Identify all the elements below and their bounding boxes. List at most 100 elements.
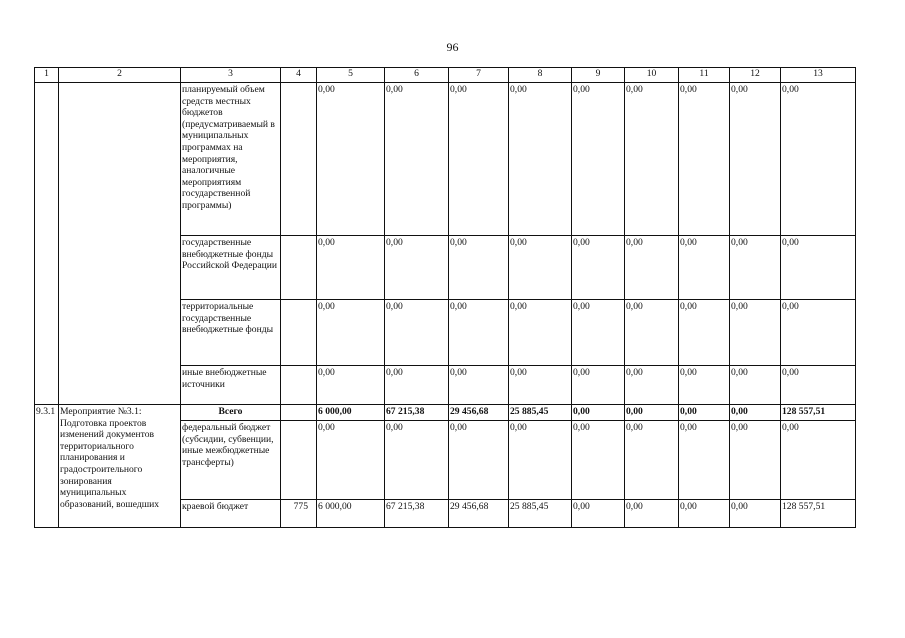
value-cell: 29 456,68 bbox=[448, 404, 509, 421]
value-cell: 0,00 bbox=[678, 235, 730, 300]
value-cell: 0,00 bbox=[678, 365, 730, 405]
value-cell: 0,00 bbox=[729, 499, 781, 528]
value-cell: 0,00 bbox=[508, 82, 572, 236]
column-header: 7 bbox=[448, 67, 509, 83]
value-cell: 0,00 bbox=[571, 499, 625, 528]
budget-code bbox=[280, 299, 317, 366]
value-cell: 0,00 bbox=[448, 365, 509, 405]
value-cell: 0,00 bbox=[780, 82, 856, 236]
value-cell: 0,00 bbox=[571, 235, 625, 300]
column-header: 11 bbox=[678, 67, 730, 83]
budget-code bbox=[280, 420, 317, 500]
value-cell: 0,00 bbox=[624, 365, 679, 405]
value-cell: 67 215,38 bbox=[384, 499, 449, 528]
value-cell: 0,00 bbox=[448, 82, 509, 236]
value-cell: 6 000,00 bbox=[316, 404, 385, 421]
value-cell: 0,00 bbox=[729, 235, 781, 300]
measure-name-cell: Мероприятие №3.1: Подготовка проектов из… bbox=[58, 404, 181, 528]
value-cell: 0,00 bbox=[729, 365, 781, 405]
value-cell: 0,00 bbox=[384, 365, 449, 405]
value-cell: 0,00 bbox=[678, 499, 730, 528]
value-cell: 0,00 bbox=[448, 420, 509, 500]
value-cell: 0,00 bbox=[508, 235, 572, 300]
value-cell: 0,00 bbox=[448, 235, 509, 300]
value-cell: 0,00 bbox=[316, 82, 385, 236]
funding-source: Всего bbox=[180, 404, 281, 421]
value-cell: 0,00 bbox=[316, 235, 385, 300]
value-cell: 0,00 bbox=[316, 365, 385, 405]
budget-code bbox=[280, 365, 317, 405]
column-header: 10 bbox=[624, 67, 679, 83]
value-cell: 0,00 bbox=[729, 299, 781, 366]
value-cell: 0,00 bbox=[678, 420, 730, 500]
budget-code bbox=[280, 82, 317, 236]
value-cell: 0,00 bbox=[624, 82, 679, 236]
value-cell: 128 557,51 bbox=[780, 404, 856, 421]
column-header: 8 bbox=[508, 67, 572, 83]
funding-source: планируемый объем средств местных бюджет… bbox=[180, 82, 281, 236]
table-row: краевой бюджет 775 6 000,00 67 215,38 29 456… bbox=[35, 499, 856, 528]
value-cell: 0,00 bbox=[678, 404, 730, 421]
value-cell: 0,00 bbox=[508, 365, 572, 405]
value-cell: 0,00 bbox=[729, 404, 781, 421]
value-cell: 0,00 bbox=[678, 299, 730, 366]
value-cell: 0,00 bbox=[729, 82, 781, 236]
value-cell: 0,00 bbox=[508, 420, 572, 500]
value-cell: 0,00 bbox=[624, 404, 679, 421]
header-row: 1 2 3 4 5 6 7 8 9 10 11 12 13 bbox=[34, 67, 856, 83]
value-cell: 0,00 bbox=[624, 235, 679, 300]
value-cell: 25 885,45 bbox=[508, 499, 572, 528]
value-cell: 0,00 bbox=[780, 235, 856, 300]
value-cell: 0,00 bbox=[571, 82, 625, 236]
value-cell: 0,00 bbox=[448, 299, 509, 366]
value-cell: 6 000,00 bbox=[316, 499, 385, 528]
value-cell: 0,00 bbox=[780, 420, 856, 500]
column-header: 9 bbox=[571, 67, 625, 83]
column-header: 1 bbox=[34, 67, 59, 83]
value-cell: 0,00 bbox=[780, 365, 856, 405]
value-cell: 0,00 bbox=[624, 299, 679, 366]
value-cell: 0,00 bbox=[384, 420, 449, 500]
value-cell: 0,00 bbox=[571, 420, 625, 500]
column-header: 12 bbox=[729, 67, 781, 83]
value-cell: 0,00 bbox=[729, 420, 781, 500]
value-cell: 0,00 bbox=[508, 299, 572, 366]
value-cell: 29 456,68 bbox=[448, 499, 509, 528]
value-cell: 128 557,51 bbox=[780, 499, 856, 528]
funding-source: федеральный бюджет (субсидии, субвенции,… bbox=[180, 420, 281, 500]
column-header: 3 bbox=[180, 67, 281, 83]
value-cell: 0,00 bbox=[678, 82, 730, 236]
value-cell: 0,00 bbox=[624, 499, 679, 528]
value-cell: 25 885,45 bbox=[508, 404, 572, 421]
value-cell: 0,00 bbox=[384, 82, 449, 236]
page-number: 96 bbox=[446, 40, 459, 54]
value-cell: 0,00 bbox=[780, 299, 856, 366]
value-cell: 0,00 bbox=[571, 404, 625, 421]
value-cell: 67 215,38 bbox=[384, 404, 449, 421]
row-number-cell: 9.3.1 bbox=[34, 404, 59, 528]
column-header: 13 bbox=[780, 67, 856, 83]
value-cell: 0,00 bbox=[384, 299, 449, 366]
funding-source: краевой бюджет bbox=[180, 499, 281, 528]
funding-source: иные внебюджетные источники bbox=[180, 365, 281, 405]
column-header: 6 bbox=[384, 67, 449, 83]
table-row: территориальные государственные внебюдже… bbox=[35, 299, 856, 366]
value-cell: 0,00 bbox=[624, 420, 679, 500]
measure-name-cell bbox=[58, 82, 181, 405]
value-cell: 0,00 bbox=[571, 365, 625, 405]
table-row: 9.3.1 Мероприятие №3.1: Подготовка проект… bbox=[34, 404, 856, 528]
value-cell: 0,00 bbox=[571, 299, 625, 366]
table-row: планируемый объем средств местных бюджет… bbox=[34, 82, 856, 405]
table-row: государственные внебюджетные фонды Росси… bbox=[35, 235, 856, 300]
budget-table: 1 2 3 4 5 6 7 8 9 10 11 12 13 планируемый объем сред… bbox=[34, 67, 856, 528]
column-header: 2 bbox=[58, 67, 181, 83]
funding-source: государственные внебюджетные фонды Росси… bbox=[180, 235, 281, 300]
budget-code: 775 bbox=[280, 499, 317, 528]
budget-code bbox=[280, 404, 317, 421]
budget-code bbox=[280, 235, 317, 300]
table-row: иные внебюджетные источники 0,00 0,00 0,00 0… bbox=[35, 365, 856, 405]
column-header: 5 bbox=[316, 67, 385, 83]
table-row: федеральный бюджет (субсидии, субвенции,… bbox=[35, 420, 856, 500]
row-number-cell bbox=[34, 82, 59, 405]
